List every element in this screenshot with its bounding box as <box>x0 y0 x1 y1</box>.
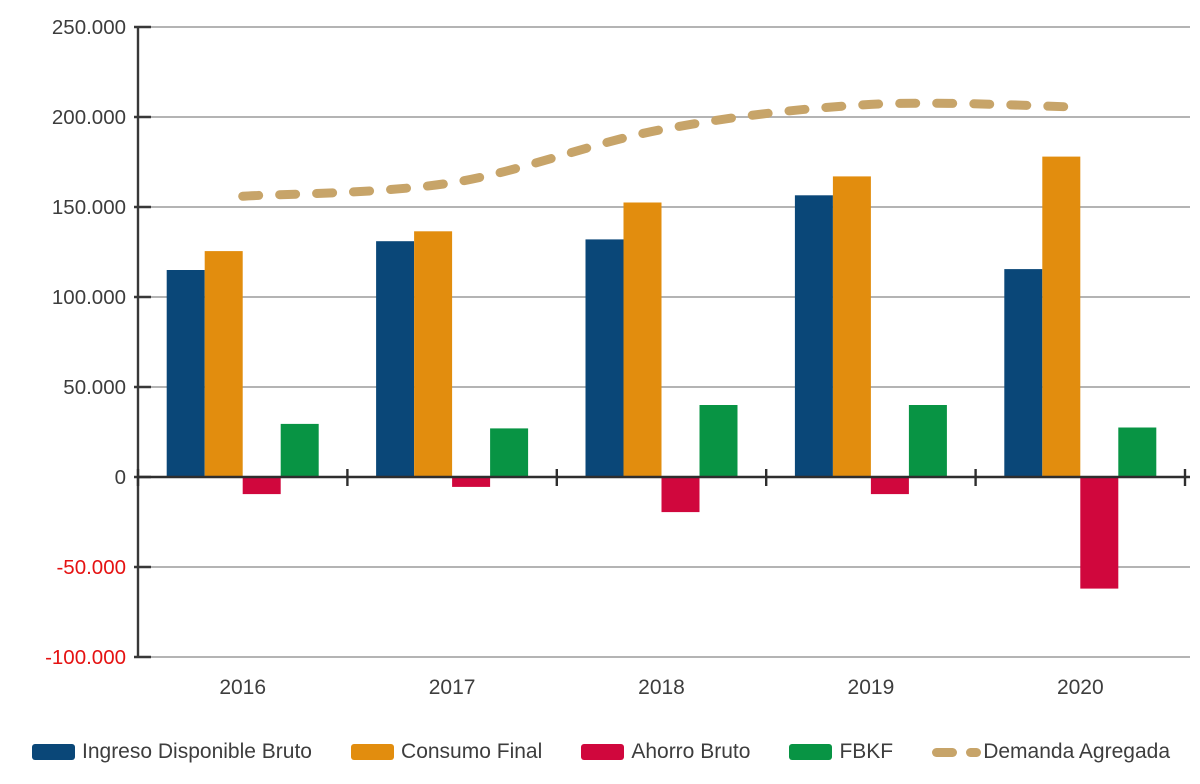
y-axis-label: 100.000 <box>52 286 126 309</box>
bar-ingreso-disponible-bruto-2018 <box>585 239 624 477</box>
legend: Ingreso Disponible Bruto Consumo Final A… <box>0 722 1200 782</box>
bar-ahorro-bruto-2019 <box>870 477 909 495</box>
legend-item-ingreso-disponible-bruto[interactable]: Ingreso Disponible Bruto <box>32 740 312 764</box>
y-axis-label: -50.000 <box>56 556 126 579</box>
bar-fbkf-2017 <box>490 428 529 477</box>
bar-fbkf-2019 <box>908 405 947 477</box>
bar-consumo-final-2017 <box>414 231 453 477</box>
legend-item-consumo-final[interactable]: Consumo Final <box>351 740 542 764</box>
legend-dash-demanda-icon <box>932 747 958 757</box>
y-axis-label: 200.000 <box>52 106 126 129</box>
y-axis-label: 0 <box>115 466 126 489</box>
legend-dash-demanda-icon <box>966 747 982 757</box>
bar-consumo-final-2018 <box>623 202 662 477</box>
legend-swatch-ingreso-icon <box>32 744 75 760</box>
y-axis-label: 150.000 <box>52 196 126 219</box>
x-axis-label: 2016 <box>219 676 266 699</box>
bar-consumo-final-2019 <box>832 176 871 477</box>
bar-consumo-final-2020 <box>1042 156 1081 477</box>
y-axis-label: 50.000 <box>63 376 126 399</box>
y-axis-label: 250.000 <box>52 16 126 39</box>
bar-ahorro-bruto-2020 <box>1080 477 1119 589</box>
legend-label-demanda: Demanda Agregada <box>983 740 1170 763</box>
bar-ahorro-bruto-2017 <box>452 477 491 487</box>
bar-ingreso-disponible-bruto-2016 <box>166 270 205 477</box>
x-axis-label: 2019 <box>848 676 895 699</box>
legend-swatch-ahorro-icon <box>581 744 625 760</box>
bar-ahorro-bruto-2016 <box>242 477 281 495</box>
bar-fbkf-2020 <box>1118 427 1157 477</box>
bar-ingreso-disponible-bruto-2020 <box>1004 269 1043 477</box>
x-axis-label: 2020 <box>1057 676 1104 699</box>
line-demanda-agregada <box>238 98 1085 201</box>
legend-label-ingreso: Ingreso Disponible Bruto <box>82 740 312 763</box>
bar-consumo-final-2016 <box>204 251 243 477</box>
x-axis-label: 2018 <box>638 676 685 699</box>
bar-fbkf-2018 <box>699 405 738 477</box>
legend-item-fbkf[interactable]: FBKF <box>789 740 893 764</box>
x-axis-label: 2017 <box>429 676 476 699</box>
bar-fbkf-2016 <box>280 423 319 477</box>
legend-item-demanda-agregada[interactable]: Demanda Agregada <box>932 740 1170 764</box>
legend-swatch-consumo-icon <box>351 744 395 760</box>
bar-ingreso-disponible-bruto-2019 <box>794 195 833 478</box>
legend-label-ahorro: Ahorro Bruto <box>631 740 751 763</box>
chart-svg: 250.000 200.000 150.000 100.000 50.000 0 -50.0… <box>45 16 1190 699</box>
bar-ahorro-bruto-2018 <box>661 477 700 513</box>
legend-label-consumo: Consumo Final <box>401 740 543 763</box>
legend-swatch-fbkf-icon <box>789 744 833 760</box>
y-axis-label: -100.000 <box>45 646 126 669</box>
legend-label-fbkf: FBKF <box>839 740 894 763</box>
bar-ingreso-disponible-bruto-2017 <box>376 241 415 477</box>
legend-item-ahorro-bruto[interactable]: Ahorro Bruto <box>581 740 750 764</box>
